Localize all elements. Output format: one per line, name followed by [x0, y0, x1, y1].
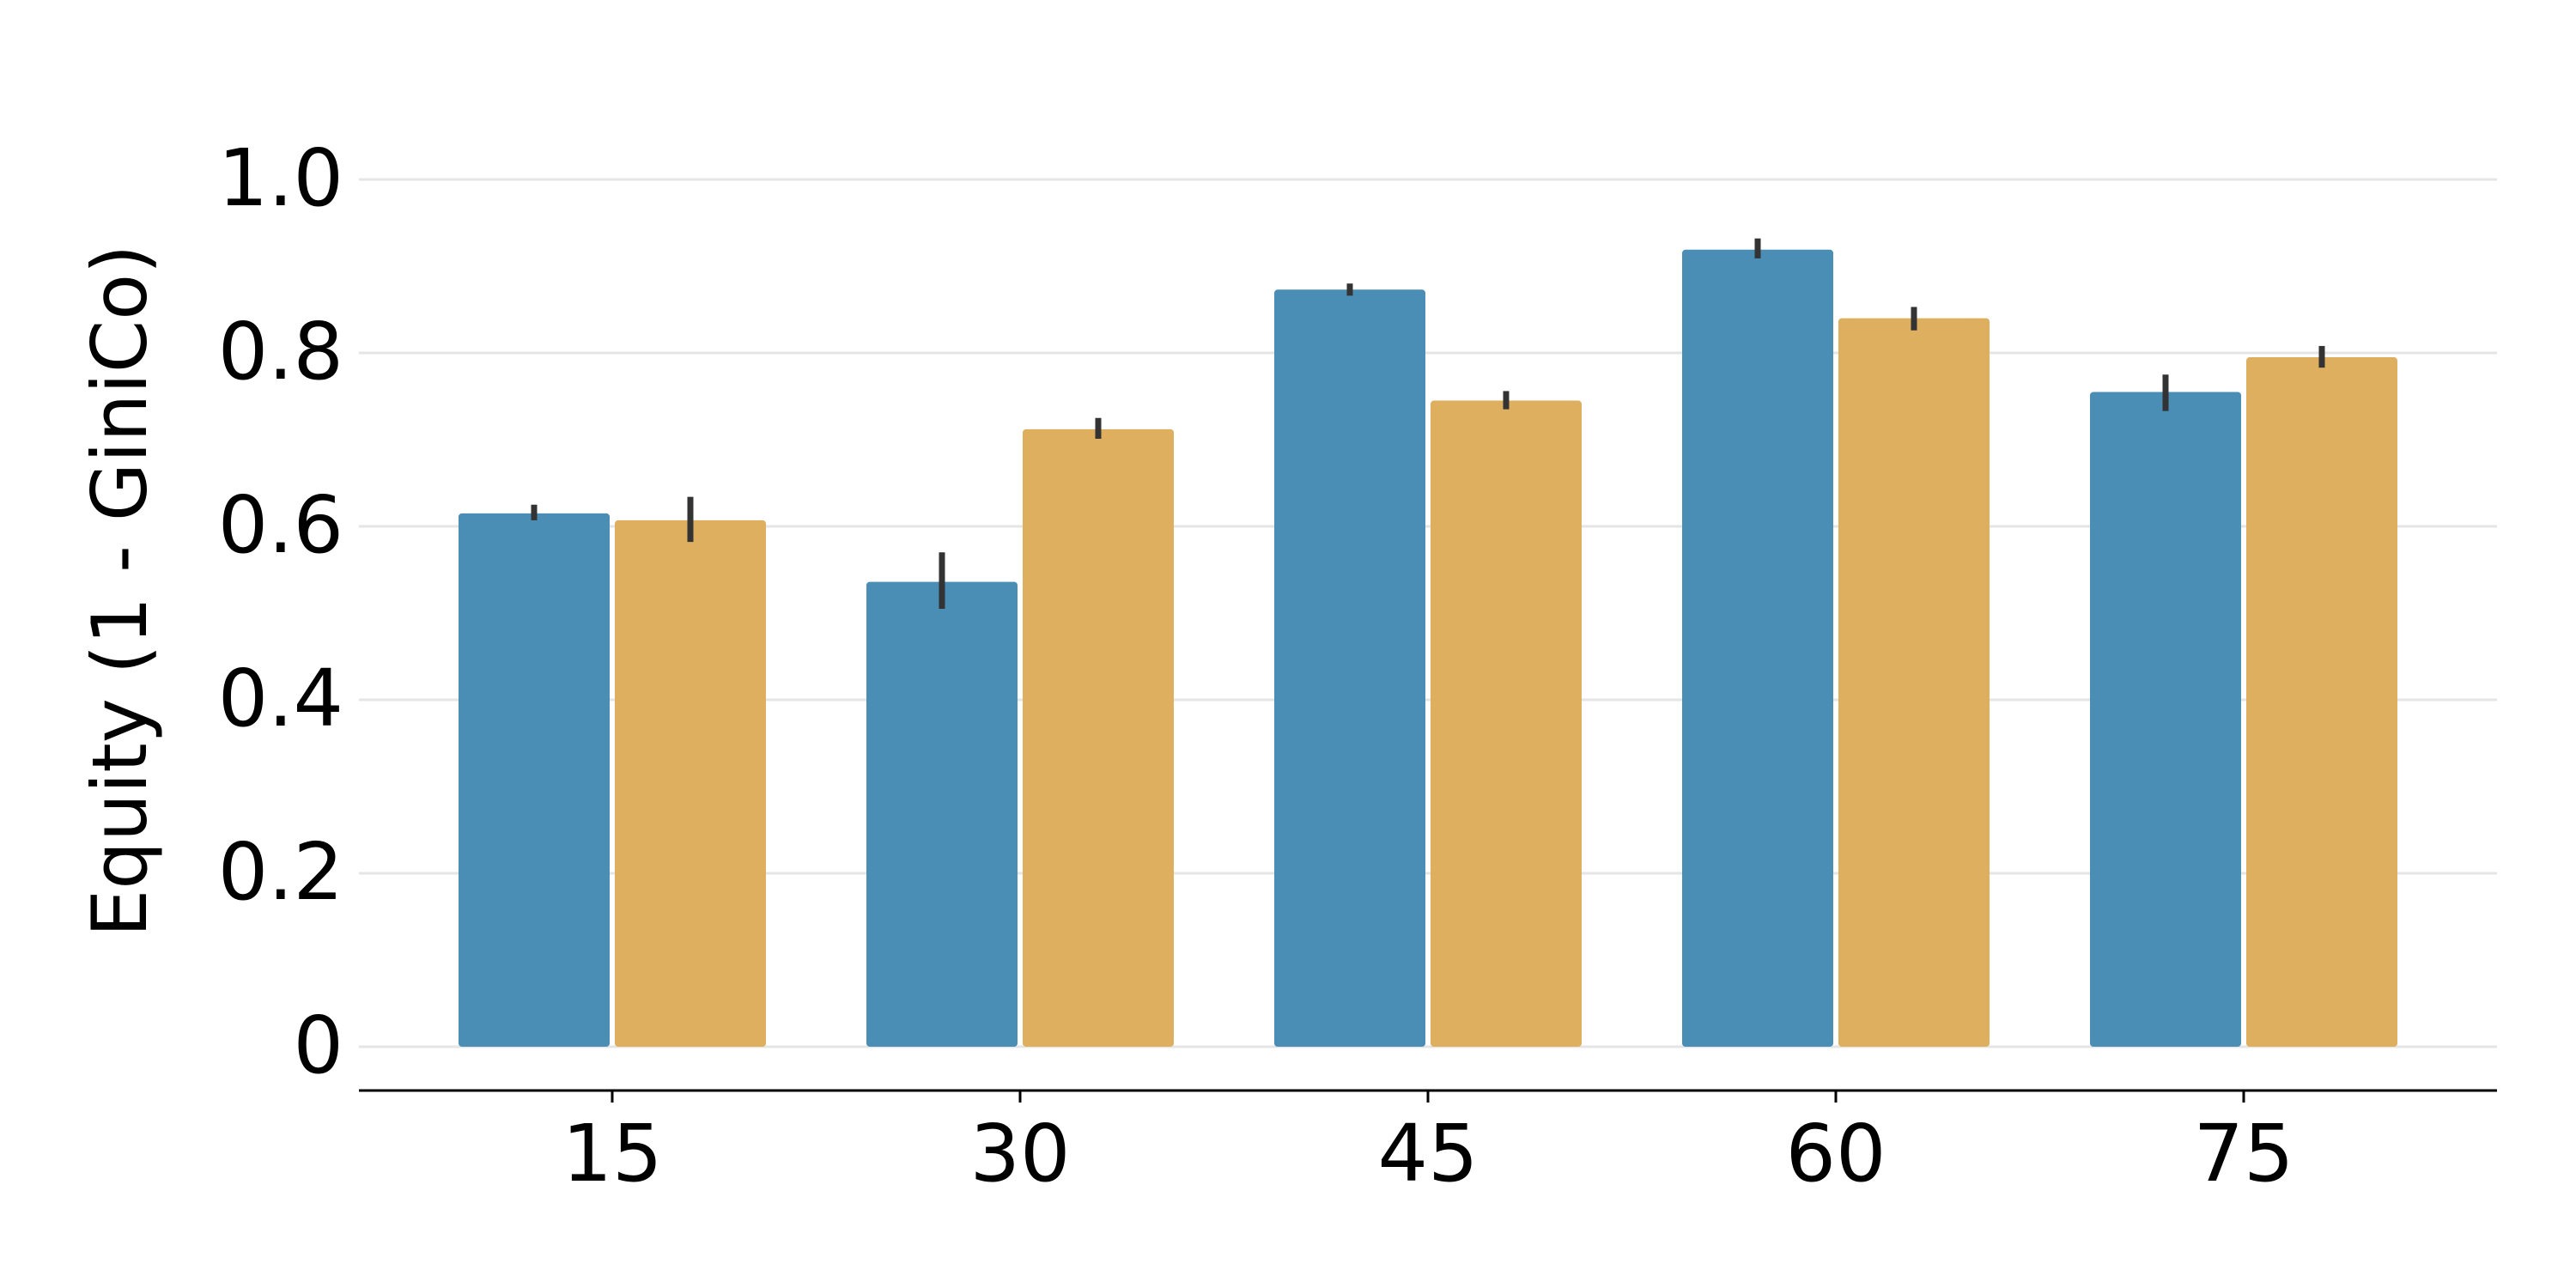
y-tick-label: 0.2 — [218, 826, 343, 918]
y-tick-label: 1.0 — [218, 132, 343, 224]
x-tick-label: 30 — [969, 1108, 1070, 1200]
bar-series-2-60 — [1838, 318, 1990, 1048]
bars — [459, 249, 2397, 1048]
x-axis: 15 30 45 60 75 — [359, 1089, 2497, 1200]
x-tick-label: 15 — [562, 1108, 662, 1200]
y-tick-label: 0.6 — [218, 479, 343, 571]
y-axis-label: Equity (1 - GiniCo) — [76, 245, 164, 938]
bar-series-1-15 — [459, 513, 610, 1047]
error-bars — [531, 238, 2325, 609]
y-tick-label: 0.4 — [218, 653, 343, 744]
bar-series-2-30 — [1023, 428, 1174, 1047]
bar-series-2-75 — [2246, 357, 2397, 1047]
bar-series-1-75 — [2090, 392, 2241, 1047]
bar-series-1-60 — [1682, 249, 1833, 1047]
bar-series-1-30 — [866, 581, 1018, 1047]
y-axis-ticks: 0 0.2 0.4 0.6 0.8 1.0 — [218, 132, 343, 1091]
bar-series-1-45 — [1274, 289, 1425, 1047]
x-tick-label: 75 — [2193, 1108, 2293, 1200]
y-tick-label: 0 — [293, 999, 343, 1091]
bar-series-2-15 — [615, 519, 766, 1047]
y-tick-label: 0.8 — [218, 306, 343, 398]
x-tick-label: 60 — [1785, 1108, 1886, 1200]
bar-series-2-45 — [1431, 400, 1582, 1047]
x-tick-label: 45 — [1377, 1108, 1478, 1200]
